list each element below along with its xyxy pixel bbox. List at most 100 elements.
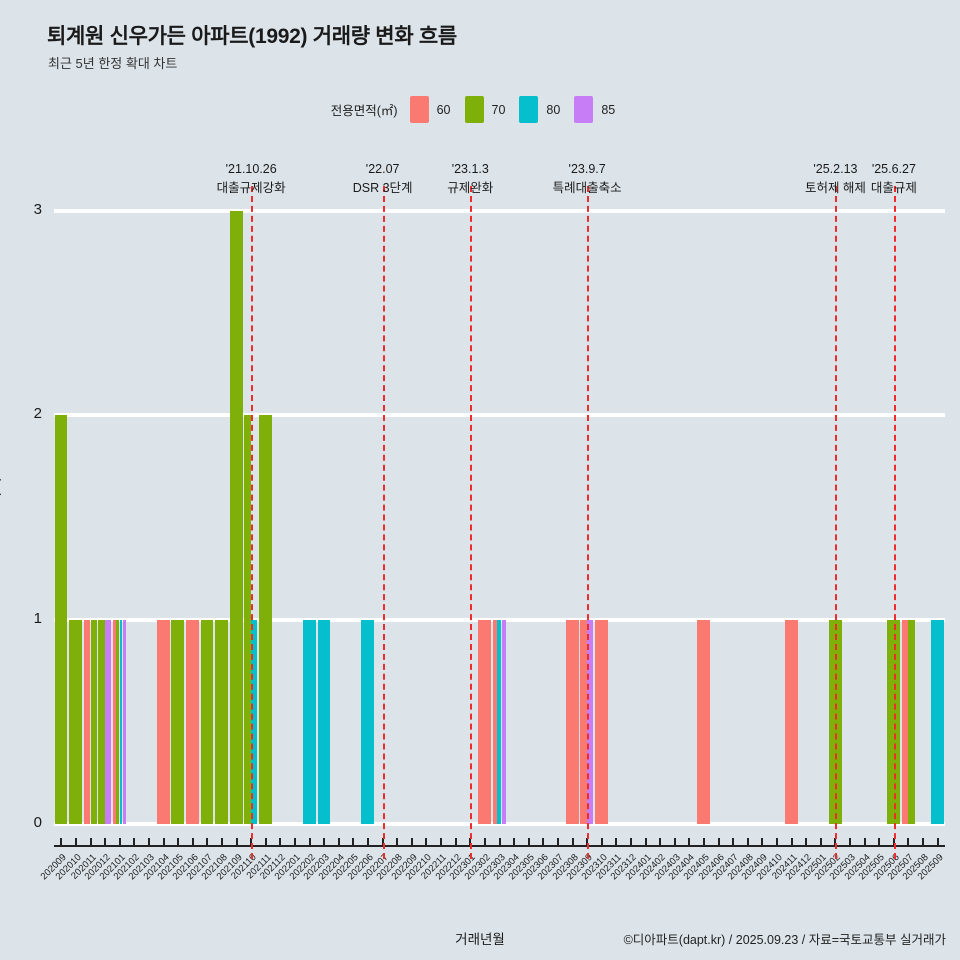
x-tick-202204 [337,838,340,847]
bar-202101-85[interactable] [123,619,126,824]
bar-202405-60[interactable] [697,619,711,824]
event-date-202301: '23.1.3 [451,162,489,176]
x-tick-202404 [688,838,691,847]
x-tick-202011 [89,838,92,847]
bar-202309-60[interactable] [580,619,587,824]
legend-title: 전용면적(㎡) [330,104,398,118]
bar-202303-85[interactable] [501,619,506,824]
x-tick-202107 [206,838,209,847]
bar-202110-80[interactable] [251,619,258,824]
bar-202303-60[interactable] [492,619,497,824]
legend-item-70[interactable]: 70 [464,96,506,123]
bar-202012-70[interactable] [98,619,105,824]
x-axis-label: 거래년월 [455,932,505,947]
event-line-202301 [470,186,473,859]
bar-202411-60[interactable] [784,619,798,824]
bar-202203-80[interactable] [317,619,331,824]
bar-202106-60[interactable] [186,619,199,824]
event-label-202506: '25.6.27 대출규제 [871,160,917,199]
bar-202109-70[interactable] [229,211,243,824]
legend-items: 60 70 80 85 [409,96,630,123]
x-tick-202208 [396,838,399,847]
x-tick-202306 [542,838,545,847]
x-tick-202305 [527,838,530,847]
bar-202009-70[interactable] [54,415,68,824]
bar-202506-70[interactable] [887,619,900,824]
y-tick-label-2: 2 [33,405,42,423]
x-tick-202406 [717,838,720,847]
bar-202302-60[interactable] [478,619,491,824]
legend-label-85: 85 [601,102,616,117]
x-tick-202312 [629,838,632,847]
x-tick-202104 [162,838,165,847]
x-tick-202508 [922,838,925,847]
x-tick-202108 [220,838,223,847]
event-date-202207: '22.07 [365,162,400,176]
x-tick-202407 [732,838,735,847]
bar-202206-80[interactable] [361,619,375,824]
bar-202012-85[interactable] [105,619,112,824]
x-tick-202009 [60,838,63,847]
bar-202101-80[interactable] [119,619,123,824]
legend-item-60[interactable]: 60 [409,96,451,123]
event-date-202506: '25.6.27 [871,162,916,176]
bar-202507-60[interactable] [901,619,908,824]
legend-label-70: 70 [491,102,506,117]
x-tick-202109 [235,838,238,847]
event-text-202506: 대출규제 [870,181,917,196]
x-tick-202412 [805,838,808,847]
bar-202303-80[interactable] [497,619,502,824]
x-tick-202507 [907,838,910,847]
bar-202011-60[interactable] [83,619,90,824]
bar-202105-70[interactable] [171,619,185,824]
x-tick-202401 [644,838,647,847]
bar-202509-80[interactable] [930,619,944,824]
x-tick-202310 [600,838,603,847]
legend-swatch-60 [409,96,429,123]
legend-item-80[interactable]: 80 [519,96,560,123]
event-text-202301: 규제완화 [447,181,494,196]
x-tick-202101 [118,838,121,847]
footer-credit: ©디아파트(dapt.kr) / 2025.09.23 / 자료=국토교통부 실… [623,933,946,947]
bar-202308-60[interactable] [565,619,579,824]
bar-202309-85[interactable] [587,619,594,824]
event-label-202301: '23.1.3 규제완화 [447,160,493,199]
y-tick-label-0: 0 [33,814,42,831]
x-tick-202106 [191,838,194,847]
event-text-202207: DSR 3단계 [352,181,413,196]
bar-202104-60[interactable] [156,619,170,824]
bar-202010-70[interactable] [69,619,83,824]
x-tick-202105 [177,838,180,847]
x-tick-202302 [483,838,486,847]
x-tick-202304 [513,838,516,847]
chart-legend: 전용면적(㎡) 60 70 80 85 [0,96,960,123]
y-tick-label-3: 3 [33,201,42,218]
x-tick-202411 [790,838,793,847]
bar-202101-60[interactable] [113,619,116,824]
bar-202110-70[interactable] [244,415,251,824]
bar-202108-70[interactable] [215,619,229,824]
bar-202502-70[interactable] [828,619,842,824]
bar-202101-70[interactable] [116,619,120,824]
x-tick-202501 [819,838,822,847]
x-tick-202212 [454,838,457,847]
y-axis-label: 거래량(건) [0,476,2,535]
bar-202507-70[interactable] [908,619,915,824]
legend-swatch-80 [519,96,539,123]
bar-202202-80[interactable] [302,619,316,824]
x-tick-202112 [279,838,282,847]
x-tick-202211 [440,838,443,847]
y-tick-label-1: 1 [33,609,42,627]
bar-202111-70[interactable] [259,415,272,824]
bar-202107-70[interactable] [200,619,214,824]
event-line-202502 [835,186,838,859]
gridline-3 [54,209,945,213]
legend-item-85[interactable]: 85 [574,96,615,123]
bar-202310-60[interactable] [595,619,608,824]
bar-202011-70[interactable] [90,619,97,824]
x-tick-202410 [776,838,779,847]
x-tick-202111 [264,838,267,847]
x-tick-202405 [702,838,705,847]
event-line-202110 [251,186,254,859]
x-tick-202205 [352,838,355,847]
